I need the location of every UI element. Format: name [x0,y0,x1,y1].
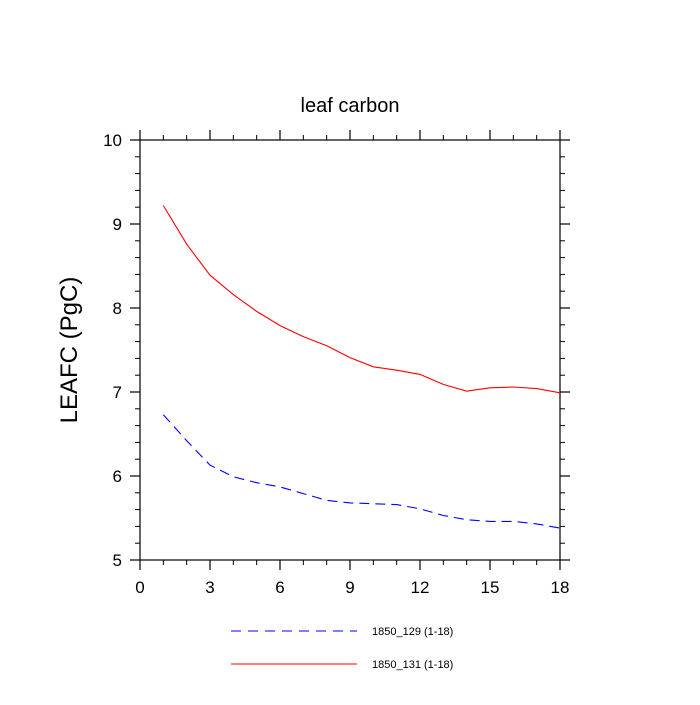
chart-title: leaf carbon [301,95,400,117]
x-tick-label: 0 [135,578,144,597]
legend: 1850_129 (1-18) 1850_131 (1-18) [231,626,453,671]
axis-ticks [130,130,570,570]
y-tick-label: 7 [113,383,122,402]
x-tick-label: 6 [275,578,284,597]
x-tick-label: 12 [411,578,430,597]
x-tick-label: 15 [481,578,500,597]
y-tick-label: 8 [113,299,122,318]
x-tick-label: 9 [345,578,354,597]
y-tick-label: 5 [113,551,122,570]
axis-tick-labels: 0 3 6 9 12 15 18 5 6 7 8 9 10 [103,131,569,597]
y-tick-label: 9 [113,215,122,234]
y-axis-label: LEAFC (PgC) [56,277,83,424]
y-tick-label: 10 [103,131,122,150]
x-tick-label: 3 [205,578,214,597]
x-tick-label: 18 [551,578,570,597]
legend-label-2: 1850_131 (1-18) [372,659,453,671]
series-line-1 [162,414,561,529]
y-tick-label: 6 [113,467,122,486]
legend-label-1: 1850_129 (1-18) [372,626,453,638]
series-lines [162,205,561,529]
series-line-2 [162,205,561,394]
plot-frame [139,139,561,561]
